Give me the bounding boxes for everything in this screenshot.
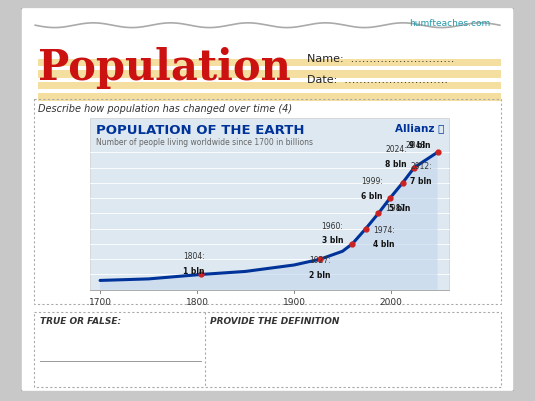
Bar (38, 59, 501, 66)
Text: 4 bln: 4 bln (373, 240, 395, 249)
Text: Population: Population (38, 47, 291, 89)
FancyBboxPatch shape (20, 7, 515, 392)
Text: 1700: 1700 (89, 298, 112, 307)
Text: 2012:: 2012: (410, 162, 432, 171)
Text: 2000: 2000 (379, 298, 402, 307)
Text: 6 bln: 6 bln (361, 192, 383, 201)
Text: POPULATION OF THE EARTH: POPULATION OF THE EARTH (96, 124, 304, 137)
Text: Number of people living worldwide since 1700 in billions: Number of people living worldwide since … (96, 138, 313, 147)
Text: Describe how population has changed over time (4): Describe how population has changed over… (38, 103, 292, 113)
Bar (38, 81, 501, 89)
Text: 5 bln: 5 bln (388, 204, 410, 213)
Polygon shape (100, 152, 438, 290)
Text: 1900: 1900 (282, 298, 305, 307)
Text: 1987:: 1987: (386, 204, 410, 213)
Text: 8 bln: 8 bln (385, 160, 407, 169)
Text: 2048:: 2048: (406, 141, 430, 150)
Text: 1 bln: 1 bln (183, 267, 204, 276)
Text: Date:  ……………………….: Date: ………………………. (307, 75, 448, 85)
Bar (90, 118, 449, 290)
Text: 9 bln: 9 bln (409, 141, 430, 150)
Text: 2024:: 2024: (385, 145, 407, 154)
Text: PROVIDE THE DEFINITION: PROVIDE THE DEFINITION (210, 318, 339, 326)
Text: Allianz Ⓐ: Allianz Ⓐ (395, 124, 445, 134)
Bar (38, 93, 501, 101)
Text: 1927:: 1927: (309, 256, 331, 265)
Bar (38, 70, 501, 78)
Text: 1999:: 1999: (361, 177, 383, 186)
Text: Name:  ……………………….: Name: ………………………. (307, 54, 454, 64)
Text: humfteaches.com: humfteaches.com (409, 20, 491, 28)
Text: TRUE OR FALSE:: TRUE OR FALSE: (40, 318, 121, 326)
Text: 1804:: 1804: (183, 252, 204, 261)
Text: 1960:: 1960: (321, 222, 343, 231)
Text: 1974:: 1974: (373, 225, 395, 235)
Text: 7 bln: 7 bln (410, 177, 432, 186)
Text: 2 bln: 2 bln (309, 271, 331, 280)
Text: 1800: 1800 (186, 298, 209, 307)
Text: 3 bln: 3 bln (322, 237, 343, 245)
